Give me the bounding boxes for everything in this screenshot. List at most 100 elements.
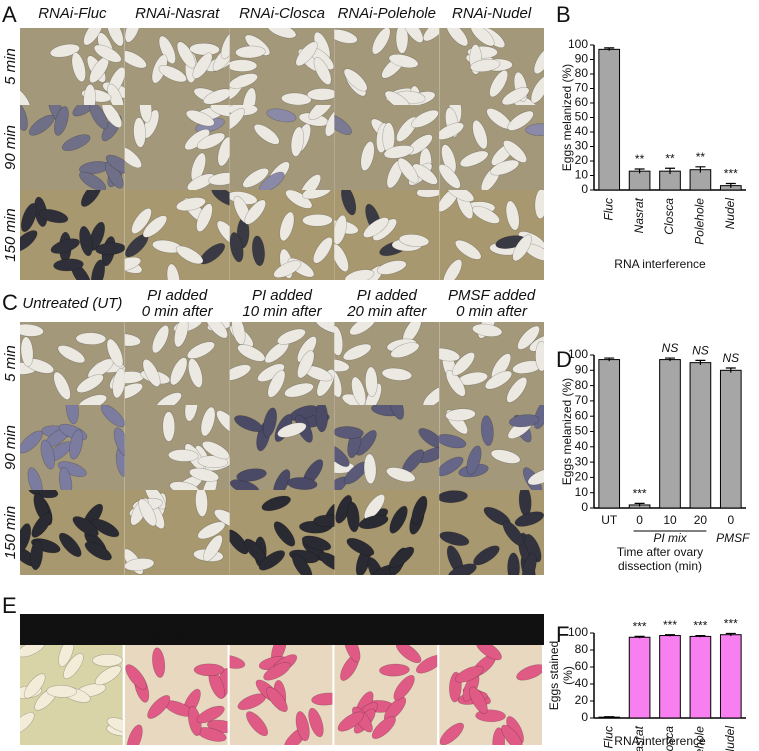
egg: [125, 664, 147, 690]
egg: [242, 167, 269, 188]
egg: [186, 341, 215, 360]
y-tick-label: 10: [575, 168, 589, 182]
egg: [90, 259, 106, 280]
egg: [113, 427, 125, 457]
bar-chart: 0 20 40 60 80 100 Eggs stained (%) Fluc *** Nasrat…: [547, 617, 746, 751]
column-header: RNAi-Fluc: [38, 5, 107, 22]
egg: [393, 675, 415, 701]
row-label: 5 min: [2, 345, 19, 382]
significance-label: ***: [724, 617, 738, 631]
egg: [46, 684, 77, 698]
egg: [200, 406, 216, 437]
egg: [23, 673, 46, 699]
banner-title: Rhodamine B Follicle Staining: Permeabil…: [24, 615, 300, 629]
egg: [388, 53, 419, 69]
egg: [242, 87, 257, 105]
egg: [535, 340, 545, 372]
egg: [20, 230, 38, 252]
egg: [142, 358, 161, 387]
panel-label: E: [2, 593, 17, 618]
egg: [131, 207, 152, 234]
error-bar: [695, 166, 706, 173]
egg: [439, 531, 470, 546]
significance-label: NS: [662, 341, 679, 355]
bar: [719, 634, 742, 719]
row-label: 150 min: [2, 506, 19, 559]
significance-label: ***: [633, 487, 647, 501]
x-tick-label: Closca: [662, 726, 676, 751]
x-tick-label: Closca: [662, 198, 676, 235]
photo: [334, 105, 440, 190]
egg: [53, 371, 71, 400]
egg: [266, 108, 297, 123]
photo: [124, 405, 230, 490]
egg: [512, 234, 532, 262]
egg: [138, 498, 157, 527]
egg: [162, 411, 176, 442]
column-header: 20 min after: [346, 303, 427, 320]
egg: [505, 200, 520, 231]
egg: [273, 521, 296, 547]
egg: [388, 546, 415, 569]
row-label: 5 min: [2, 48, 19, 85]
group-label: PI mix: [653, 531, 687, 545]
egg: [104, 161, 124, 189]
egg: [451, 352, 475, 376]
egg: [197, 455, 229, 469]
photo: [439, 322, 545, 405]
egg: [379, 663, 410, 677]
egg: [295, 711, 310, 742]
egg: [313, 57, 332, 85]
egg: [229, 529, 249, 555]
egg: [101, 105, 123, 128]
egg: [530, 75, 545, 104]
egg: [258, 550, 286, 571]
egg: [439, 434, 467, 449]
row-label: 150 min: [2, 208, 19, 261]
egg: [229, 59, 258, 72]
egg: [124, 28, 141, 43]
egg: [58, 645, 75, 667]
egg: [20, 86, 31, 105]
egg: [158, 65, 187, 83]
y-tick-label: 60: [575, 408, 589, 422]
egg: [355, 430, 377, 456]
egg: [302, 213, 333, 227]
egg: [416, 190, 440, 198]
egg: [442, 259, 463, 280]
x-axis-label: dissection (min): [618, 559, 702, 573]
egg: [20, 323, 44, 337]
column-header: RNAi-Nudel: [452, 5, 532, 22]
group-label: PMSF: [716, 531, 750, 545]
egg: [84, 541, 112, 561]
egg: [20, 430, 43, 454]
egg: [92, 653, 123, 667]
column-header: RNAi-Polehole: [347, 630, 426, 644]
egg: [261, 495, 291, 512]
photo: [439, 190, 545, 280]
significance-label: ***: [663, 618, 677, 632]
y-tick-label: 70: [575, 393, 589, 407]
egg: [107, 83, 124, 105]
egg: [79, 171, 107, 190]
egg: [124, 256, 142, 272]
egg: [20, 203, 37, 233]
egg: [38, 209, 69, 224]
egg: [124, 558, 155, 572]
error-bar: [695, 359, 706, 365]
bar: [598, 48, 621, 191]
egg: [384, 90, 411, 105]
significance-label: ***: [633, 620, 647, 634]
egg: [324, 108, 335, 137]
egg: [193, 663, 225, 677]
egg: [418, 428, 440, 449]
x-tick-label: Polehole: [693, 198, 707, 245]
egg: [83, 83, 96, 105]
egg: [27, 467, 43, 490]
egg: [334, 358, 350, 372]
error-bar: [634, 168, 645, 174]
column-header: RNAi-Nudel: [460, 630, 523, 644]
egg: [334, 243, 349, 273]
egg: [517, 325, 540, 350]
